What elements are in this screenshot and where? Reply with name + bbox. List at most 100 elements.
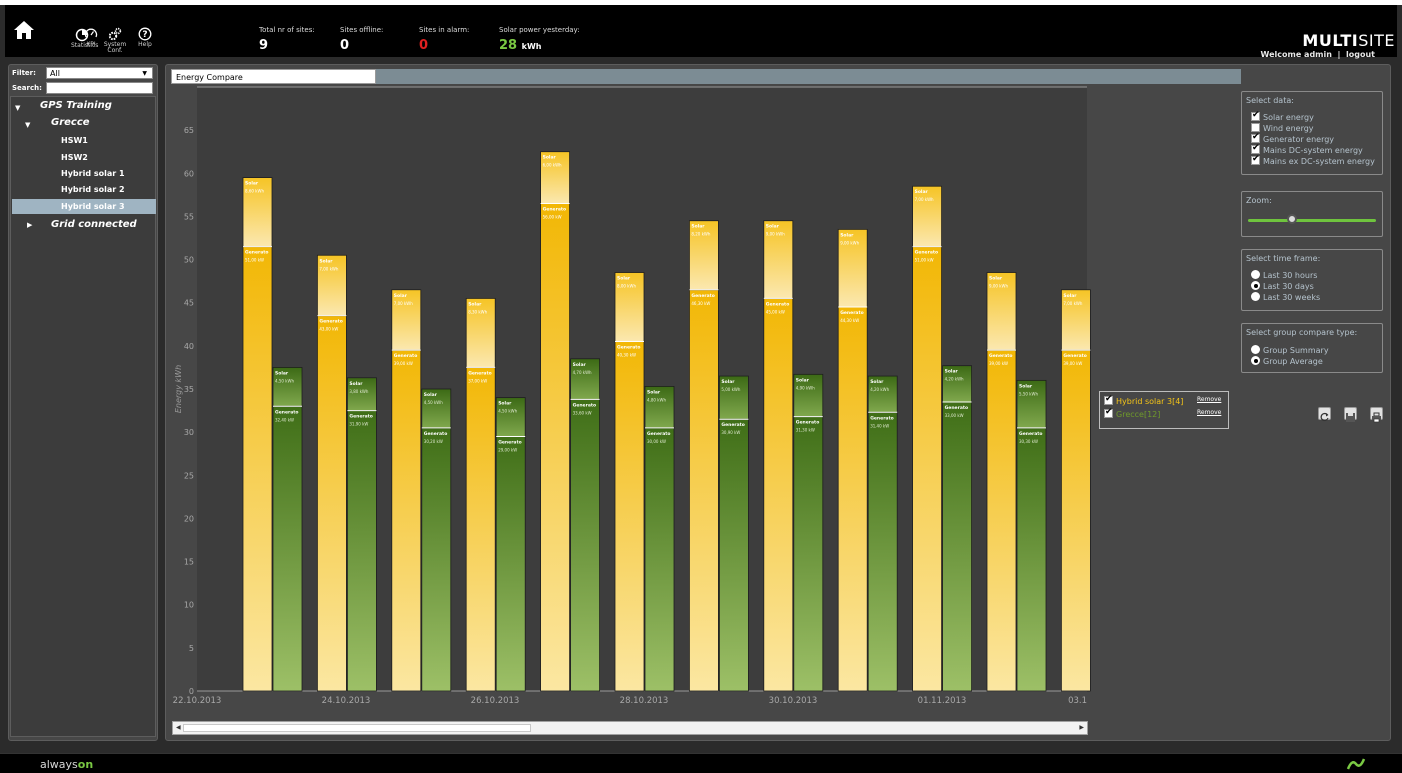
tab-bar: Energy Compare xyxy=(171,69,1241,84)
save-icon xyxy=(1346,413,1355,422)
nav-system-conf[interactable]: System Conf. xyxy=(103,27,127,54)
energy-compare-panel: Energy Compare 0 5 10 15 20 25 30 35 40 45 50 55 60 6… xyxy=(165,64,1391,741)
radio[interactable] xyxy=(1251,356,1260,365)
tree-node-hsw2[interactable]: HSW2 xyxy=(61,153,88,162)
radio[interactable] xyxy=(1251,292,1260,301)
bar-label-generator: Generato xyxy=(1019,431,1043,437)
bar-label-generator: Generato xyxy=(319,319,343,325)
bar-generator-grecce xyxy=(942,401,972,692)
bar-label-generator: Generato xyxy=(647,431,671,437)
chart-scrollbar[interactable]: ◀ ▶ xyxy=(172,721,1088,735)
checkbox[interactable] xyxy=(1251,123,1260,132)
tree-node-gps-training[interactable]: GPS Training xyxy=(40,100,112,111)
group-compare-box: Select group compare type: Group Summary… xyxy=(1241,323,1383,373)
y-tick-label: 55 xyxy=(184,212,194,221)
tab-energy-compare[interactable]: Energy Compare xyxy=(171,69,376,84)
nav-kpi[interactable]: KPI xyxy=(81,27,101,48)
option-last-30-weeks[interactable]: Last 30 weeks xyxy=(1251,292,1320,302)
bar-solar-hybrid xyxy=(465,297,496,368)
time-frame-box: Select time frame: Last 30 hours Last 30… xyxy=(1241,249,1383,311)
bar-value-solar: 4,90 kWh xyxy=(796,385,815,390)
bar-value-generator: 51,00 kW xyxy=(915,258,934,263)
welcome-bar: Welcome admin | logout xyxy=(1260,50,1375,59)
radio[interactable] xyxy=(1251,270,1260,279)
print-button[interactable] xyxy=(1370,407,1383,423)
bar-solar-hybrid xyxy=(316,254,347,317)
radio[interactable] xyxy=(1251,345,1260,354)
collapsed-arrow-icon[interactable]: ▶ xyxy=(27,221,33,229)
legend-item-grecce[interactable]: Grecce[12] xyxy=(1104,407,1160,419)
option-mains-dc-energy[interactable]: Mains DC-system energy xyxy=(1251,143,1363,155)
x-tick-label: 03.1 xyxy=(1068,696,1087,706)
zoom-slider-handle[interactable] xyxy=(1287,214,1297,224)
bar-generator-hybrid xyxy=(391,349,422,692)
stat-offline-value: 0 xyxy=(340,38,350,53)
bar-label-solar: Solar xyxy=(691,224,705,230)
bar-value-generator: 33,00 kW xyxy=(945,413,964,418)
checkbox[interactable] xyxy=(1251,154,1260,165)
scroll-thumb[interactable] xyxy=(183,724,531,732)
bar-solar-grecce xyxy=(346,377,377,411)
checkbox[interactable] xyxy=(1251,110,1260,121)
bar-generator-hybrid xyxy=(614,341,645,692)
option-group-summary[interactable]: Group Summary xyxy=(1251,345,1329,355)
zoom-slider-track[interactable] xyxy=(1248,219,1376,222)
nav-help[interactable]: ? Help xyxy=(135,27,155,48)
tree-node-hsw1[interactable]: HSW1 xyxy=(61,136,88,145)
bar-value-solar: 9,00 kWh xyxy=(766,232,785,237)
bar-label-generator: Generato xyxy=(468,370,492,376)
legend-checkbox[interactable] xyxy=(1104,407,1113,418)
tree-node-hybrid-solar-2[interactable]: Hybrid solar 2 xyxy=(61,185,125,194)
bar-value-generator: 40,30 kW xyxy=(617,353,636,358)
scroll-right-icon[interactable]: ▶ xyxy=(1079,724,1084,731)
bar-value-generator: 30,00 kW xyxy=(647,439,666,444)
tree-node-grecce[interactable]: Grecce xyxy=(51,117,90,128)
bar-generator-hybrid xyxy=(689,289,719,692)
bar-label-generator: Generato xyxy=(915,250,939,256)
logout-link[interactable]: logout xyxy=(1346,50,1375,59)
radio[interactable] xyxy=(1251,281,1260,290)
option-group-average[interactable]: Group Average xyxy=(1251,356,1323,366)
legend-checkbox[interactable] xyxy=(1104,394,1113,405)
option-solar-energy[interactable]: Solar energy xyxy=(1251,110,1314,122)
y-tick-label: 35 xyxy=(184,385,194,394)
legend-item-hybrid-solar-3[interactable]: Hybrid solar 3[4] xyxy=(1104,394,1183,406)
bar-solar-grecce xyxy=(495,397,526,437)
expand-arrow-icon[interactable]: ▼ xyxy=(25,121,31,129)
bar-generator-grecce xyxy=(644,427,675,692)
bar-value-solar: 7,00 kWh xyxy=(1063,301,1082,306)
save-button[interactable] xyxy=(1344,407,1357,422)
refresh-button[interactable] xyxy=(1318,407,1331,422)
bar-label-generator: Generato xyxy=(766,301,790,307)
y-axis-label: Energy kWh xyxy=(174,365,183,413)
bar-generator-hybrid xyxy=(763,297,794,692)
option-generator-energy[interactable]: Generator energy xyxy=(1251,132,1334,144)
option-mains-ex-dc-energy[interactable]: Mains ex DC-system energy xyxy=(1251,154,1375,166)
bar-label-solar: Solar xyxy=(394,293,408,299)
filter-dropdown[interactable]: All ▼ xyxy=(46,67,153,79)
bar-value-generator: 30,30 kW xyxy=(1019,439,1038,444)
option-last-30-days[interactable]: Last 30 days xyxy=(1251,281,1314,291)
option-last-30-hours[interactable]: Last 30 hours xyxy=(1251,270,1317,280)
bar-generator-hybrid xyxy=(242,246,273,692)
search-input[interactable] xyxy=(46,82,153,94)
footer-bar: alwayson xyxy=(0,753,1402,773)
option-wind-energy[interactable]: Wind energy xyxy=(1251,123,1314,133)
bar-value-solar: 4,50 kWh xyxy=(424,400,443,405)
home-button[interactable] xyxy=(13,19,35,41)
legend-remove-link[interactable]: Remove xyxy=(1197,409,1222,416)
checkbox[interactable] xyxy=(1251,143,1260,154)
expand-arrow-icon[interactable]: ▼ xyxy=(15,104,21,112)
tree-node-hybrid-solar-1[interactable]: Hybrid solar 1 xyxy=(61,169,125,178)
scroll-left-icon[interactable]: ◀ xyxy=(176,724,181,731)
tree-node-hybrid-solar-3[interactable]: Hybrid solar 3 xyxy=(61,202,125,211)
y-tick-label: 25 xyxy=(184,471,194,480)
legend-remove-link[interactable]: Remove xyxy=(1197,396,1222,403)
checkbox[interactable] xyxy=(1251,132,1260,143)
bar-label-generator: Generato xyxy=(349,414,373,420)
bar-generator-grecce xyxy=(570,398,601,692)
bar-label-generator: Generato xyxy=(617,345,641,351)
stat-solar-value: 28 kWh xyxy=(499,38,542,53)
tree-node-grid-connected[interactable]: Grid connected xyxy=(51,219,137,230)
y-tick-label: 30 xyxy=(184,428,194,437)
